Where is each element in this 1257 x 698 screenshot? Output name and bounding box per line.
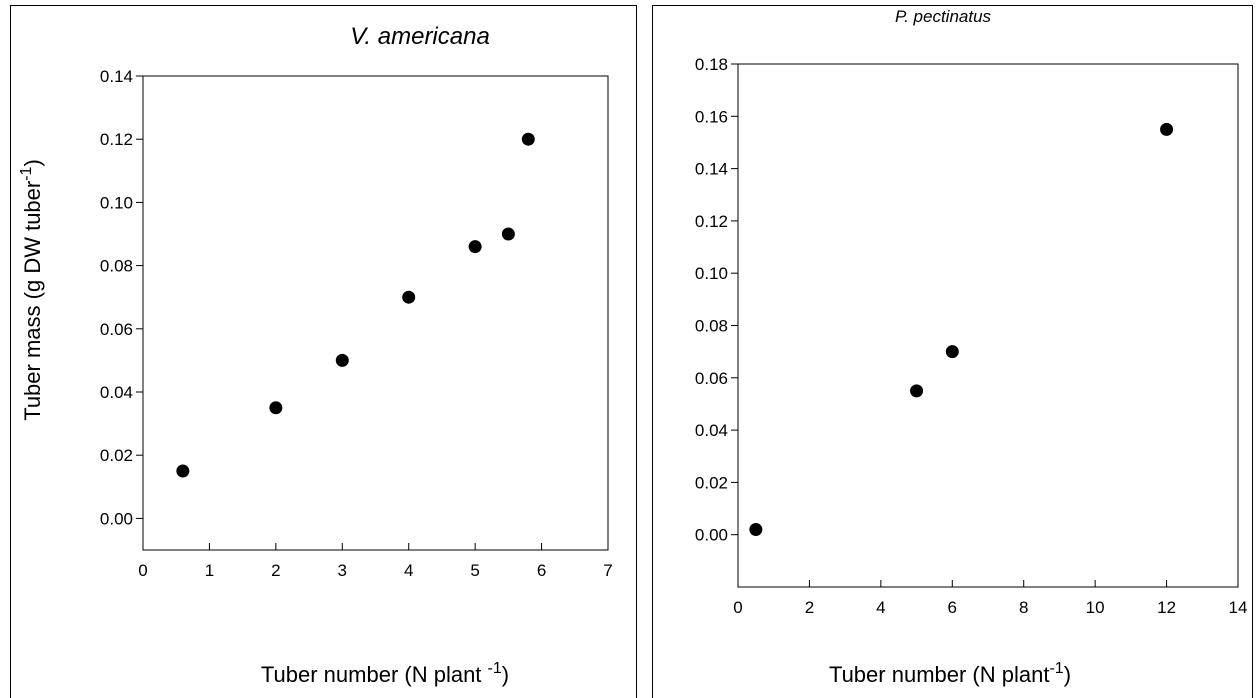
plot-area (142, 75, 609, 551)
x-axis-label: Tuber number (N plant-1) (829, 660, 1071, 687)
label-text: Tuber number (N plant (261, 662, 488, 687)
x-tick-label: 5 (470, 561, 479, 580)
x-tick-label: 2 (271, 561, 280, 580)
data-point (521, 132, 535, 146)
y-tick-label: 0.08 (695, 317, 728, 336)
panel-frame (652, 5, 1253, 698)
x-axis-label: Tuber number (N plant -1) (261, 660, 509, 687)
y-tick-label: 0.02 (100, 446, 133, 465)
plot-area (737, 63, 1239, 588)
x-tick-label: 6 (948, 598, 957, 617)
x-tick-label: 0 (733, 598, 742, 617)
y-tick-label: 0.00 (695, 526, 728, 545)
y-tick-label: 0.04 (695, 421, 728, 440)
label-text: ) (502, 662, 509, 687)
label-text: Tuber mass (g DW tuber (20, 181, 45, 421)
data-point (402, 290, 416, 304)
x-tick-label: 3 (338, 561, 347, 580)
y-tick-label: 0.02 (695, 473, 728, 492)
label-text: ) (20, 159, 45, 166)
panel-frame (10, 5, 637, 698)
y-tick-label: 0.10 (695, 264, 728, 283)
y-axis-label: Tuber mass (g DW tuber-1) (18, 159, 45, 421)
y-tick-label: 0.06 (100, 320, 133, 339)
data-point (176, 464, 190, 478)
data-point (335, 353, 349, 367)
data-point (910, 384, 924, 398)
x-tick-label: 1 (205, 561, 214, 580)
x-tick-label: 8 (1019, 598, 1028, 617)
y-tick-label: 0.10 (100, 193, 133, 212)
y-tick-label: 0.00 (100, 509, 133, 528)
y-tick-label: 0.08 (100, 257, 133, 276)
label-superscript: -1 (488, 660, 502, 677)
data-point (749, 522, 763, 536)
chart-title: P. pectinatus (895, 7, 992, 26)
label-superscript: -1 (1049, 660, 1063, 677)
y-tick-label: 0.14 (695, 160, 728, 179)
label-text: ) (1064, 662, 1071, 687)
x-tick-label: 7 (603, 561, 612, 580)
label-text: Tuber number (N plant (829, 662, 1050, 687)
x-tick-label: 12 (1157, 598, 1176, 617)
y-tick-label: 0.12 (100, 130, 133, 149)
x-tick-label: 2 (805, 598, 814, 617)
data-point (269, 401, 283, 415)
data-point (501, 227, 515, 241)
y-tick-label: 0.06 (695, 369, 728, 388)
y-tick-label: 0.18 (695, 55, 728, 74)
y-tick-label: 0.14 (100, 67, 133, 86)
x-tick-label: 6 (537, 561, 546, 580)
x-tick-label: 4 (876, 598, 885, 617)
data-point (1160, 122, 1174, 136)
y-tick-label: 0.16 (695, 107, 728, 126)
y-tick-label: 0.12 (695, 212, 728, 231)
x-tick-label: 10 (1086, 598, 1105, 617)
x-tick-label: 14 (1229, 598, 1248, 617)
x-tick-label: 4 (404, 561, 413, 580)
x-tick-label: 0 (138, 561, 147, 580)
data-point (945, 345, 959, 359)
chart-title: V. americana (350, 23, 490, 50)
y-tick-label: 0.04 (100, 383, 133, 402)
data-point (468, 240, 482, 254)
label-superscript: -1 (18, 166, 35, 180)
